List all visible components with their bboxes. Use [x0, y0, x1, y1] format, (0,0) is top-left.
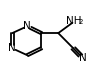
Text: N: N	[8, 43, 16, 53]
Text: N: N	[23, 21, 31, 31]
Text: N: N	[79, 53, 87, 63]
Text: NH: NH	[66, 16, 81, 26]
Text: 2: 2	[78, 19, 83, 25]
